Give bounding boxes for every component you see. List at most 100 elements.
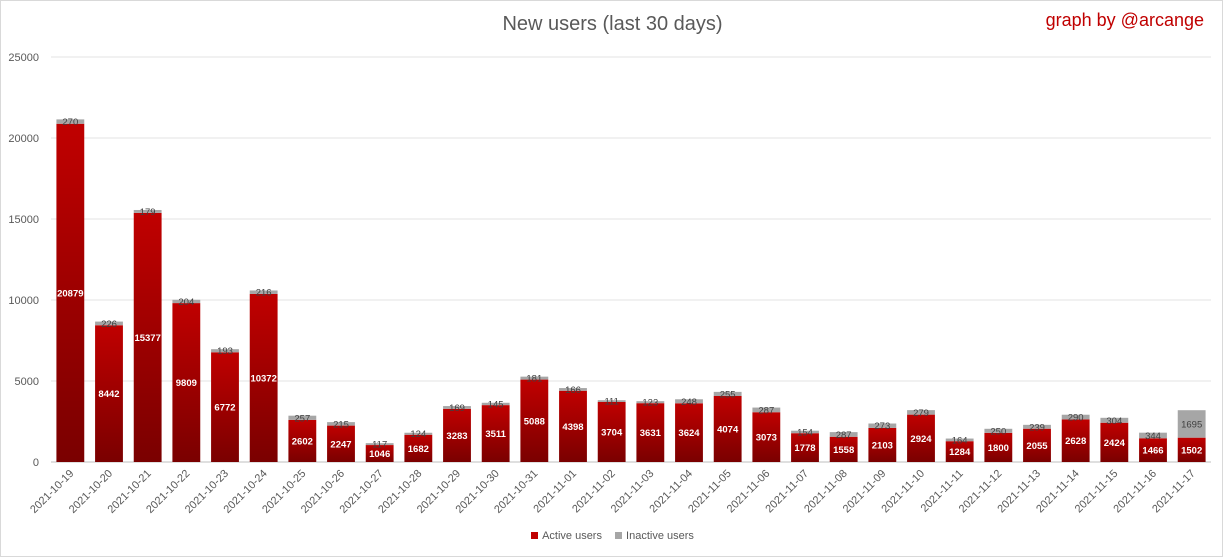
chart-credit: graph by @arcange [1045,10,1204,30]
bar-active [1177,437,1206,462]
data-label-active: 4398 [562,422,583,433]
data-label-active: 1284 [949,447,971,458]
data-label-active: 2055 [1026,441,1048,452]
bar-active [752,412,781,462]
bar-active [95,325,123,462]
x-axis: 2021-10-192021-10-202021-10-212021-10-22… [28,468,1198,516]
data-label-active: 1558 [833,445,854,456]
bar-active [1100,422,1129,462]
bar-active [675,403,703,462]
data-label-inactive: 166 [565,385,581,396]
bar-active [443,408,471,462]
data-label-active: 2924 [910,434,932,445]
data-label-inactive: 154 [797,427,813,438]
legend-swatch-active [531,532,539,539]
bar-inactive [327,422,355,426]
data-label-active: 5088 [524,416,545,427]
bar-inactive [133,209,162,213]
y-tick-label: 5000 [15,376,39,388]
data-label-inactive: 145 [488,399,504,410]
bar-inactive [752,407,781,413]
y-tick-label: 20000 [8,133,39,145]
bar-inactive [675,399,703,404]
data-label-inactive: 111 [604,397,618,408]
data-label-active: 3073 [756,433,777,444]
bar-inactive [1061,414,1090,420]
bar-active [365,445,394,462]
data-label-active: 3704 [601,427,623,438]
data-label-active: 3624 [678,428,700,439]
legend-label-active: Active users [542,530,602,542]
data-label-inactive: 304 [1106,416,1122,427]
bar-active [945,441,974,462]
bar-inactive [443,406,471,409]
data-label-inactive: 1695 [1181,419,1202,430]
data-label-inactive: 287 [758,405,774,416]
bar-active [636,403,665,462]
data-label-inactive: 290 [1068,413,1084,424]
data-label-inactive: 169 [449,403,465,414]
data-label-active: 1046 [369,449,390,460]
data-label-active: 1778 [794,443,815,454]
bar-inactive [481,402,510,406]
data-label-active: 1800 [988,443,1009,454]
data-label-inactive: 215 [333,419,349,430]
bar-active [481,405,510,462]
data-label-active: 2103 [872,440,893,451]
legend-item-active: Active users [531,530,602,542]
data-labels: 20879 270 8442 226 15377 179 9809 204 6772 193 103… [57,117,1202,460]
data-label-inactive: 216 [256,288,272,299]
bar-inactive [95,321,123,326]
bar-active [1139,438,1167,462]
data-label-inactive: 279 [913,408,929,419]
bar-active [249,293,278,462]
bar-inactive [945,438,974,442]
legend-label-inactive: Inactive users [626,530,694,542]
data-label-active: 1682 [408,444,429,455]
bar-inactive [249,290,278,294]
bar-inactive [597,400,626,402]
bar-inactive [288,415,317,420]
data-label-inactive: 344 [1145,431,1161,442]
bar-inactive [868,423,897,428]
bar-inactive [636,401,665,404]
bar-active [288,419,317,462]
bar-active [327,425,355,462]
data-label-active: 20879 [57,288,83,299]
y-tick-label: 10000 [8,295,39,307]
data-label-active: 15377 [134,333,160,344]
data-label-active: 4074 [717,425,739,436]
data-label-inactive: 117 [372,440,387,451]
chart-title: New users (last 30 days) [502,13,723,35]
data-label-active: 10372 [250,373,276,384]
data-label-active: 1502 [1181,445,1202,456]
data-label-active: 8442 [98,389,119,400]
bar-active [868,427,897,462]
bar-active [133,212,162,462]
data-label-inactive: 270 [62,117,78,128]
data-label-inactive: 250 [990,426,1006,437]
bar-active [597,401,626,462]
y-tick-label: 15000 [8,214,39,226]
data-label-active: 1466 [1142,446,1163,457]
bars [56,119,1206,463]
data-label-active: 3511 [485,429,506,440]
bar-inactive [984,428,1013,433]
data-label-inactive: 164 [952,435,968,446]
data-label-active: 3283 [446,431,467,442]
bar-inactive [56,119,85,124]
data-label-inactive: 257 [294,413,310,424]
data-label-inactive: 255 [720,389,736,400]
gridlines [51,56,1211,463]
data-label-inactive: 181 [526,374,542,385]
bar-active [559,390,587,462]
data-label-inactive: 273 [874,421,890,432]
legend-item-inactive: Inactive users [615,530,694,542]
data-label-inactive: 248 [681,397,697,408]
data-label-inactive: 287 [836,430,852,441]
data-label-active: 6772 [214,403,235,414]
bar-active [791,433,819,462]
data-label-inactive: 124 [410,429,426,440]
